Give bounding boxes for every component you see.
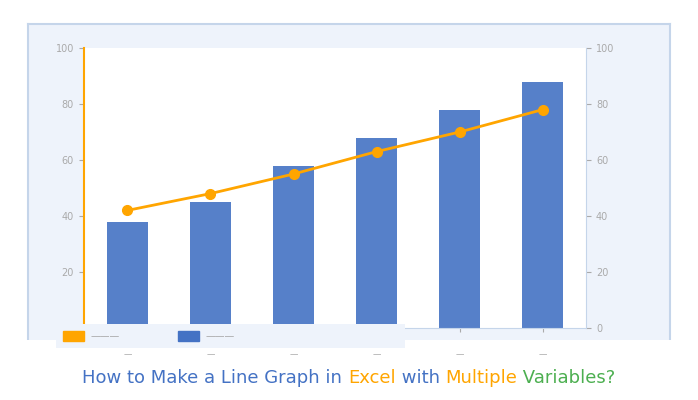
Bar — [273, 166, 314, 328]
Bar — [522, 82, 563, 328]
Text: ———: ——— — [206, 331, 235, 341]
Text: —: — — [456, 350, 464, 359]
Text: Multiple: Multiple — [445, 369, 517, 387]
Text: —: — — [123, 350, 131, 359]
Bar — [439, 110, 480, 328]
Text: —: — — [373, 350, 381, 359]
Text: with: with — [396, 369, 445, 387]
Text: —: — — [539, 350, 547, 359]
Text: ———: ——— — [91, 331, 120, 341]
Bar — [107, 222, 148, 328]
Bar — [178, 331, 199, 341]
Text: —: — — [289, 350, 297, 359]
Bar — [63, 331, 84, 341]
Text: How to Make a Line Graph in: How to Make a Line Graph in — [82, 369, 348, 387]
Bar — [356, 138, 397, 328]
Text: Variables?: Variables? — [517, 369, 616, 387]
Text: —: — — [206, 350, 214, 359]
Text: Excel: Excel — [348, 369, 396, 387]
Bar — [190, 202, 231, 328]
